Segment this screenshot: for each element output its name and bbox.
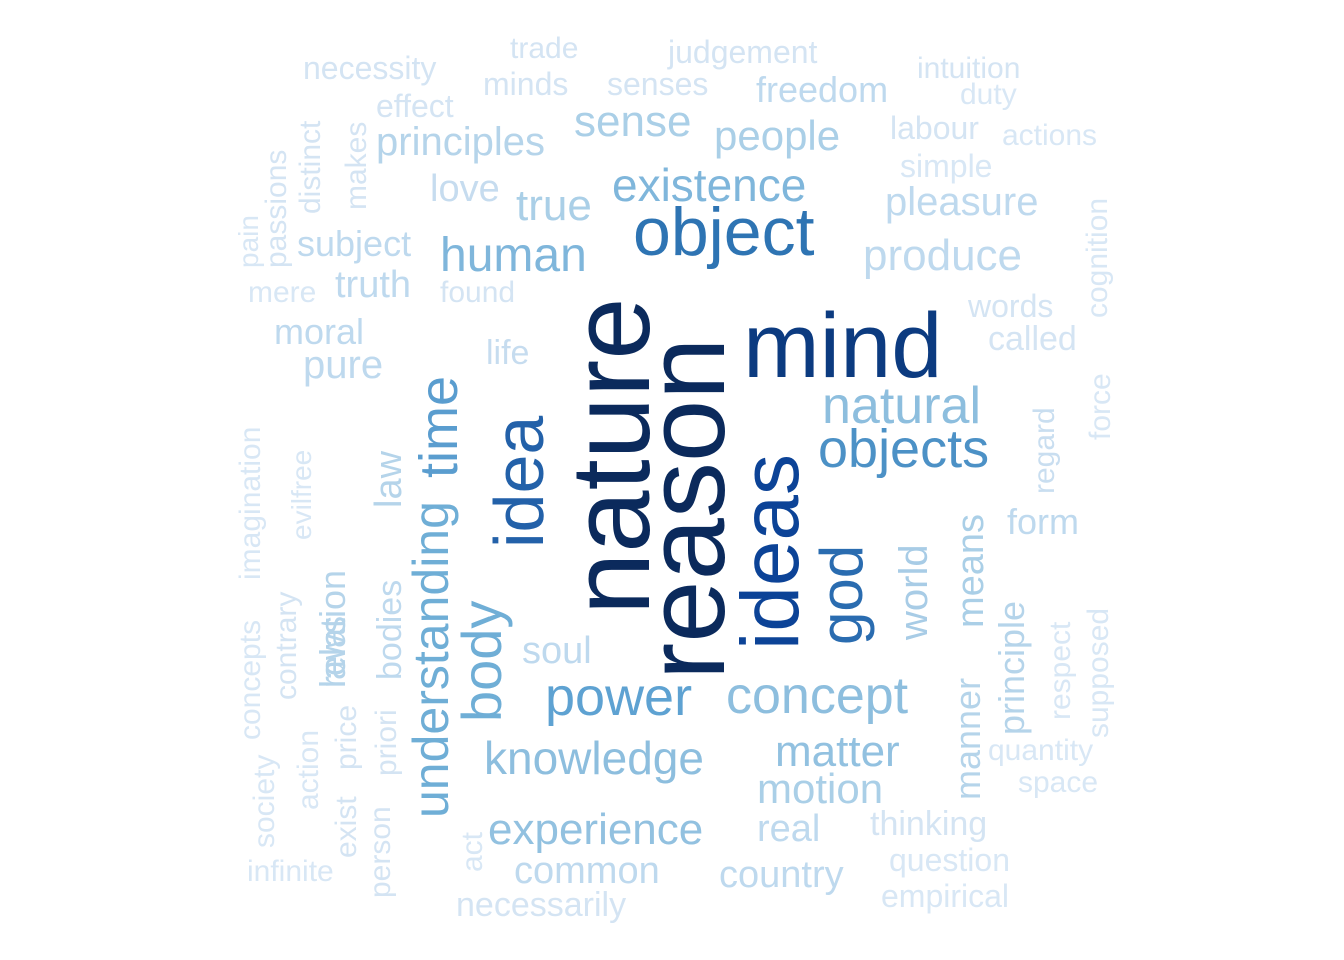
word-moral: moral — [274, 311, 365, 352]
word-price: price — [330, 704, 363, 770]
word-infinite: infinite — [247, 855, 334, 888]
word-motion: motion — [757, 765, 884, 812]
word-imagination: imagination — [234, 426, 267, 580]
word-action: action — [292, 729, 325, 810]
word-actions: actions — [1002, 119, 1098, 152]
word-knowledge: knowledge — [484, 732, 704, 784]
word-act: act — [456, 831, 489, 872]
word-found: found — [440, 276, 516, 309]
word-force: force — [1084, 373, 1117, 440]
word-principles: principles — [376, 120, 545, 164]
word-idea: idea — [480, 415, 558, 548]
word-evil: evil — [286, 497, 317, 540]
word-human: human — [440, 229, 587, 282]
word-bodies: bodies — [371, 579, 409, 680]
word-mind: mind — [743, 295, 943, 397]
word-pain: pain — [233, 215, 264, 268]
word-real: real — [757, 808, 821, 850]
word-truth: truth — [335, 264, 412, 306]
word-power: power — [545, 667, 693, 727]
word-minds: minds — [483, 66, 569, 102]
word-person: person — [364, 806, 397, 898]
word-mere: mere — [248, 276, 317, 309]
word-cognition: cognition — [1081, 197, 1114, 318]
word-god: god — [808, 544, 875, 645]
word-necessity: necessity — [303, 50, 437, 86]
word-soul: soul — [522, 630, 592, 672]
word-pure: pure — [303, 343, 384, 387]
word-objects: objects — [818, 419, 990, 479]
word-freedom: freedom — [756, 69, 889, 110]
word-subject: subject — [297, 223, 412, 264]
word-time: time — [409, 375, 469, 478]
word-trade: trade — [510, 32, 579, 65]
word-respect: respect — [1044, 621, 1077, 720]
word-body: body — [450, 600, 513, 722]
word-intuition: intuition — [917, 52, 1021, 85]
word-ideas: ideas — [725, 453, 816, 650]
word-matter: matter — [775, 727, 900, 776]
word-society: society — [248, 754, 281, 848]
word-makes: makes — [340, 121, 373, 210]
word-law: law — [368, 450, 410, 508]
word-true: true — [516, 181, 592, 230]
word-distinct: distinct — [294, 120, 327, 214]
word-form: form — [1007, 501, 1079, 542]
word-priori: priori — [370, 709, 403, 776]
word-country: country — [719, 854, 844, 896]
word-laws: laws — [312, 615, 353, 688]
word-labour: labour — [890, 110, 979, 146]
word-question: question — [889, 842, 1010, 878]
word-called: called — [988, 320, 1077, 358]
word-experience: experience — [488, 805, 704, 854]
word-life: life — [486, 334, 530, 372]
word-exist: exist — [330, 796, 363, 858]
word-words: words — [968, 288, 1054, 324]
word-produce: produce — [863, 231, 1023, 280]
word-space: space — [1018, 766, 1099, 799]
word-supposed: supposed — [1082, 607, 1115, 738]
word-empirical: empirical — [881, 878, 1010, 914]
word-pleasure: pleasure — [885, 180, 1039, 224]
word-duty: duty — [960, 78, 1017, 111]
word-object: object — [633, 194, 815, 270]
word-quantity: quantity — [988, 734, 1094, 767]
word-natural: natural — [822, 377, 981, 435]
word-thinking: thinking — [870, 805, 988, 843]
word-world: world — [892, 544, 936, 640]
word-understanding: understanding — [403, 501, 459, 818]
word-simple: simple — [900, 148, 993, 184]
word-existence: existence — [612, 159, 807, 211]
word-contrary: contrary — [270, 591, 303, 700]
word-sense: sense — [574, 97, 692, 146]
word-concepts: concepts — [234, 619, 267, 740]
word-judgement: judgement — [668, 34, 818, 70]
word-necessarily: necessarily — [456, 886, 627, 924]
word-free: free — [286, 449, 317, 498]
word-principle: principle — [991, 600, 1032, 735]
word-means: means — [950, 513, 992, 628]
word-senses: senses — [607, 66, 709, 102]
word-common: common — [514, 850, 660, 892]
word-concept: concept — [726, 667, 909, 725]
word-people: people — [714, 112, 841, 159]
word-effect: effect — [376, 88, 454, 124]
word-manner: manner — [947, 677, 988, 800]
word-passions: passions — [260, 149, 293, 268]
word-love: love — [430, 168, 500, 210]
word-regard: regard — [1028, 407, 1061, 494]
